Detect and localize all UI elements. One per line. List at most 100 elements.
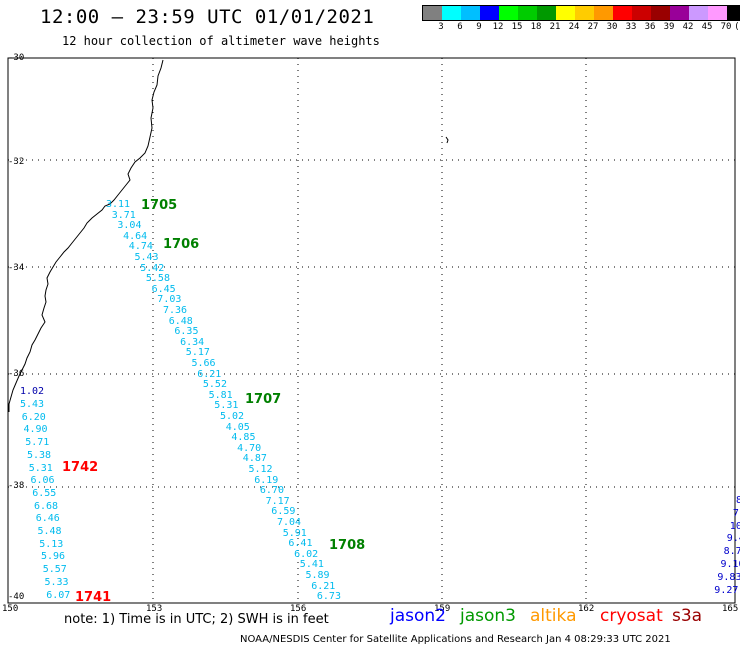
wave-height-value: 6.02 [294, 548, 319, 560]
wave-height-value: 5.66 [191, 358, 216, 369]
lat-label: -40 [8, 592, 25, 602]
wave-height-value: 5.52 [202, 379, 227, 391]
color-scale-label: 9 [476, 22, 482, 32]
lon-label: 165 [722, 604, 739, 614]
wave-height-value: 5.91 [282, 527, 307, 539]
color-scale-swatch [518, 6, 537, 20]
color-scale-swatch [613, 6, 632, 20]
wave-height-value: 5.58 [145, 273, 170, 285]
color-scale-label: 42 [682, 22, 694, 32]
color-scale-swatch [651, 6, 670, 20]
wave-height-value: 4.90 [23, 424, 48, 436]
color-scale-label: 18 [530, 22, 542, 32]
satellite-legend-s3a: s3a [672, 606, 703, 626]
wave-height-value: 9.83 [717, 571, 740, 583]
wave-height-value: 5.17 [185, 347, 210, 359]
color-scale-swatch [442, 6, 461, 20]
wave-height-value: 6.21 [311, 580, 336, 592]
wave-height-value: 9.10 [720, 559, 740, 570]
wave-height-value: 5.42 [140, 262, 165, 274]
wave-height-value: 4.64 [123, 230, 148, 242]
wave-height-value: 6.07 [46, 589, 71, 601]
wave-height-value: 6.46 [35, 513, 60, 525]
wave-height-value: 10. [729, 520, 740, 532]
wave-height-value: 7.04 [277, 517, 302, 528]
color-scale-swatch [556, 6, 575, 20]
wave-height-value: 6.34 [180, 336, 205, 348]
lon-label: 150 [2, 604, 19, 614]
wave-height-value: 9.4 [726, 533, 740, 545]
wave-height-value: 1.02 [20, 386, 45, 397]
coastline [8, 59, 164, 412]
wave-height-value: 6.55 [32, 487, 57, 499]
wave-height-value: 5.48 [37, 526, 62, 537]
pass-number-label: 1708 [329, 538, 366, 553]
wave-height-value: 6.20 [21, 411, 46, 423]
color-scale-swatch [689, 6, 708, 20]
color-scale-label: 70 [720, 22, 732, 32]
wave-height-value: 6.73 [316, 591, 341, 603]
color-scale-swatch [594, 6, 613, 20]
color-scale-label: 6 [457, 22, 463, 32]
credit-line: NOAA/NESDIS Center for Satellite Applica… [240, 634, 671, 645]
color-scale-label: 39 [663, 22, 675, 32]
wave-height-value: 4.87 [242, 453, 267, 465]
wave-height-value: 5.71 [25, 437, 50, 449]
wave-height-value: 5.02 [220, 411, 245, 422]
color-scale-swatch [423, 6, 442, 20]
wave-height-value: 5.89 [305, 570, 330, 581]
wave-height-value: 8.7 [723, 546, 740, 558]
color-scale-label: 33 [625, 22, 637, 32]
wave-height-value: 4.70 [237, 442, 262, 454]
satellite-legend-cryosat: cryosat [600, 606, 663, 626]
wave-height-value: 7.36 [163, 305, 188, 316]
color-scale-swatch [727, 6, 740, 20]
wave-height-value: 7 [732, 507, 739, 519]
wave-height-value: 6.19 [254, 474, 279, 486]
wave-height-value: 5.41 [299, 559, 324, 571]
color-scale-swatch [537, 6, 556, 20]
wave-height-value: 9.27 [714, 584, 739, 596]
wave-height-value: 6.06 [30, 475, 55, 487]
wave-height-value: 5.38 [27, 449, 52, 461]
wave-height-value: 5.33 [44, 576, 69, 588]
color-scale-swatch [480, 6, 499, 20]
map-frame [7, 57, 736, 604]
lat-label: -36 [8, 369, 25, 379]
footer-note: note: 1) Time is in UTC; 2) SWH is in fe… [64, 612, 329, 627]
wave-height-value: 5.57 [42, 564, 67, 576]
wave-height-value: 8 [736, 495, 740, 506]
page-subtitle: 12 hour collection of altimeter wave hei… [62, 34, 380, 48]
wave-height-value: 4.05 [225, 421, 250, 433]
wave-height-value: 4.74 [128, 241, 153, 253]
color-scale-swatch [708, 6, 727, 20]
pass-number-label: 1741 [75, 590, 112, 605]
pass-number-label: 1742 [62, 460, 99, 475]
lat-label: -30 [8, 53, 25, 63]
color-scale-label: 12 [492, 22, 504, 32]
color-scale-label: 24 [568, 22, 580, 32]
wave-height-value: 7.17 [265, 495, 290, 507]
color-scale-label: 36 [644, 22, 656, 32]
wave-height-value: 6.59 [271, 506, 296, 518]
color-scale-label: 15 [511, 22, 523, 32]
lat-label: -32 [8, 157, 25, 167]
wave-height-value: 5.31 [28, 462, 53, 474]
wave-height-value: 6.45 [151, 283, 176, 295]
wave-height-value: 6.70 [259, 485, 284, 497]
lon-label: 159 [434, 604, 451, 614]
wave-height-value: 3.11 [106, 199, 131, 210]
wave-height-color-scale [422, 5, 740, 21]
wave-height-value: 4.85 [231, 432, 256, 444]
wave-height-value: 6.41 [288, 538, 313, 550]
color-scale-swatch [499, 6, 518, 20]
color-scale-label: 45 [701, 22, 713, 32]
color-scale-label: 27 [587, 22, 599, 32]
pass-number-label: 1706 [163, 237, 200, 252]
wave-height-value: 7.03 [157, 294, 182, 306]
page-title: 12:00 – 23:59 UTC 01/01/2021 [40, 6, 375, 28]
color-scale-label: 21 [549, 22, 561, 32]
graticule-grid [8, 58, 735, 603]
color-scale-label: (ft) [734, 22, 740, 32]
